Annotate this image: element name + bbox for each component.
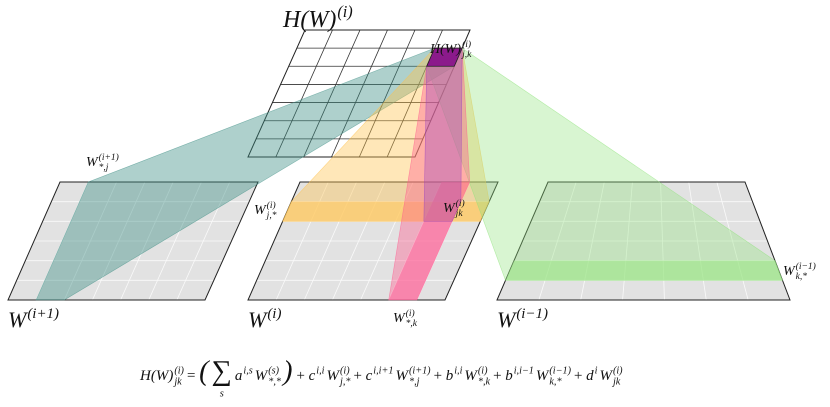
math-sup: i,i [454, 366, 462, 377]
math-base: W [8, 307, 28, 332]
math-base: W [599, 368, 613, 384]
math-base: W [395, 368, 409, 384]
math-base: b [505, 368, 513, 384]
math-base: b [446, 368, 454, 384]
math-sub: j,k [460, 50, 472, 60]
math-base: + [492, 368, 502, 384]
math-sup: (i) [174, 366, 184, 377]
math-base: d [586, 368, 594, 384]
math-sup: (i−1) [516, 306, 548, 322]
grid-line [303, 29, 361, 158]
row-highlight [505, 260, 783, 281]
math-sup: (s) [268, 366, 279, 377]
math-base: ∑ [212, 356, 232, 387]
math-sub: j,* [338, 377, 351, 388]
math-base: W [86, 155, 99, 170]
math-base: = [186, 368, 196, 384]
math-sup: (i) [478, 366, 488, 377]
math-base: W [248, 307, 268, 332]
math-sup: (i+1) [99, 152, 119, 163]
math-base: c [366, 368, 373, 384]
math-sup: i,i [316, 366, 324, 377]
math-base: + [573, 368, 583, 384]
projection [423, 47, 463, 222]
math-base: W [255, 368, 269, 384]
layer-grid-border [7, 181, 259, 301]
math-base: W [536, 368, 550, 384]
math-sup: i,i−1 [514, 366, 534, 377]
math-sup: (i) [456, 198, 465, 209]
math-base: H(W) [429, 42, 461, 57]
math-sub: *,j [99, 163, 109, 173]
math-sup: (i−1) [796, 261, 816, 272]
grid-line [275, 29, 333, 158]
math-sub: k,* [549, 377, 562, 388]
output-grid-border [247, 29, 471, 158]
layer-grid-border [247, 181, 499, 301]
math-sub: k,* [796, 272, 808, 282]
math-base: ( [199, 356, 210, 387]
math-base: H(W) [282, 7, 336, 33]
math-sub: *,k [478, 377, 491, 388]
math-sup: i [595, 366, 598, 377]
math-sup: (i) [340, 366, 350, 377]
math-sup: (i) [462, 39, 471, 50]
output-grid [248, 30, 470, 157]
col-highlight [388, 182, 470, 300]
math-sub: s [220, 389, 224, 400]
grid-line [358, 29, 416, 158]
math-base: W [443, 201, 456, 216]
math-sub: *,j [409, 377, 420, 388]
math-base: + [295, 368, 305, 384]
math-base: W [254, 203, 267, 218]
math-base: + [433, 368, 443, 384]
math-sup: i,s [243, 366, 252, 377]
math-sub: jk [611, 377, 621, 388]
math-base: a [235, 368, 243, 384]
math-base: W [497, 307, 517, 332]
target-cell [426, 47, 463, 67]
math-base: W [783, 264, 796, 279]
projection [426, 47, 783, 281]
math-sub: *,* [268, 377, 282, 388]
math-sub: j,* [265, 211, 277, 221]
math-base: c [309, 368, 316, 384]
math-sub: *,k [406, 319, 418, 329]
math-sup: (i+1) [409, 366, 431, 377]
math-sup: (i) [267, 200, 276, 211]
math-sup: i,i+1 [373, 366, 393, 377]
math-sup: (i) [337, 2, 352, 21]
math-sup: (i+1) [27, 306, 59, 322]
math-sup: (i) [613, 366, 623, 377]
math-sub: jk [172, 377, 182, 388]
math-base: W [393, 311, 406, 326]
math-base: W [464, 368, 478, 384]
math-sub: jk [454, 209, 464, 219]
math-sup: (i) [267, 306, 281, 322]
grid-line [331, 29, 388, 158]
math-base: W [327, 368, 341, 384]
math-base: H(W) [139, 368, 173, 384]
math-base: ) [281, 356, 293, 387]
math-base: + [352, 368, 362, 384]
math-sup: (i−1) [549, 366, 571, 377]
math-sup: (i) [406, 308, 415, 319]
